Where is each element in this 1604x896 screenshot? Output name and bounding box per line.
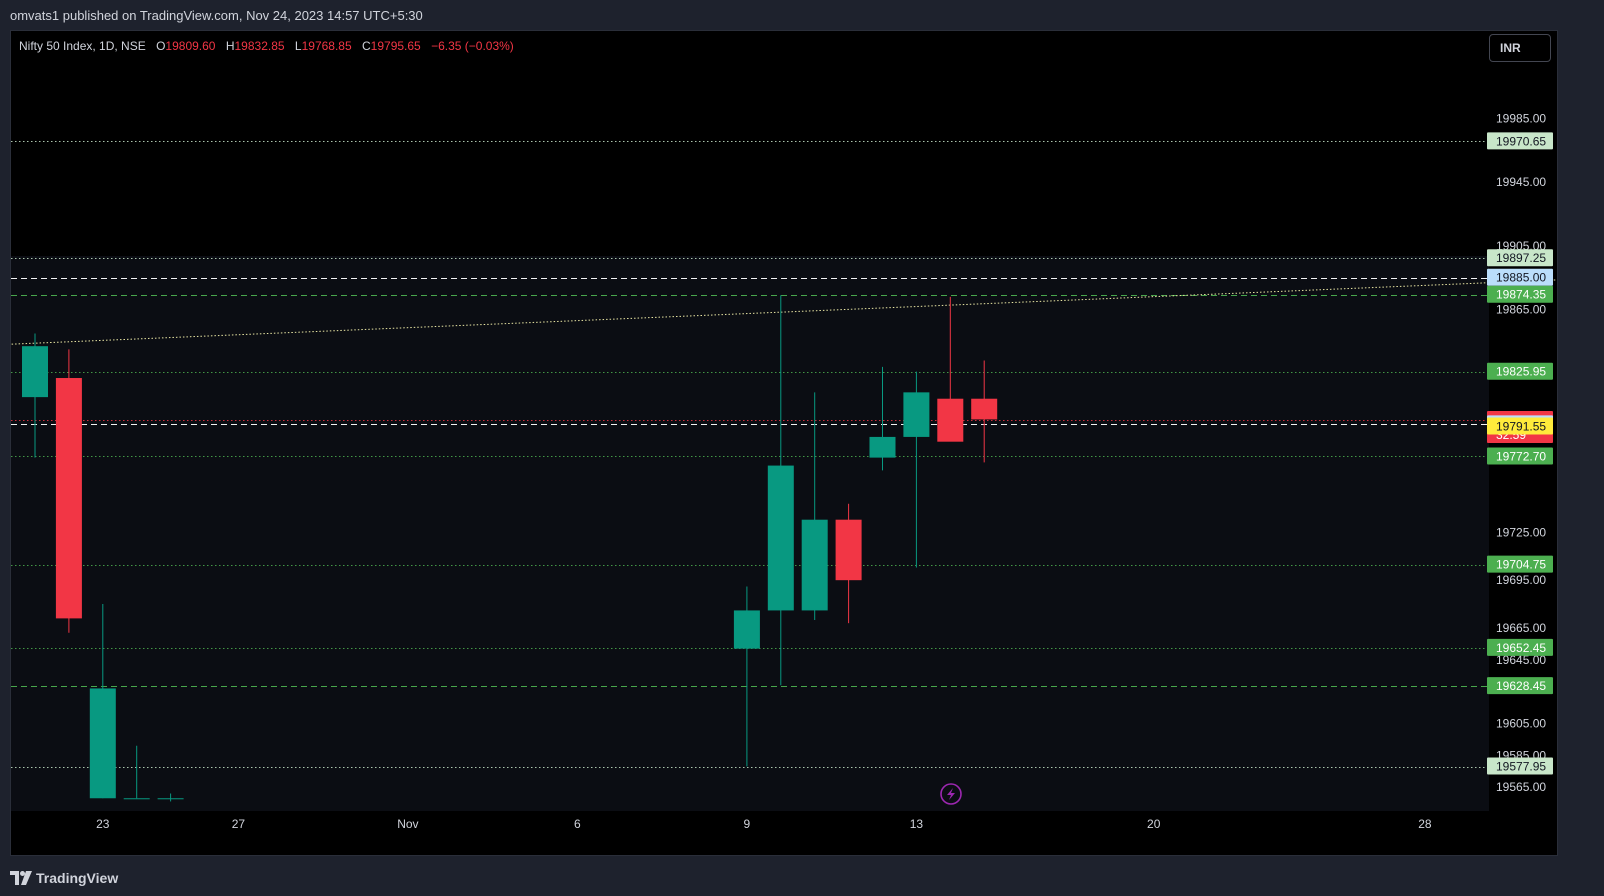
time-tick-label: 23: [96, 817, 110, 831]
open-key: O: [156, 39, 166, 53]
price-tick-label: 19945.00: [1496, 175, 1546, 189]
high-value: 19832.85: [234, 39, 285, 53]
price-label-badge: [1487, 249, 1553, 267]
price-label-text: 19791.55: [1496, 419, 1546, 433]
tradingview-logo-icon: [10, 871, 32, 885]
time-tick-label: 6: [574, 817, 581, 831]
price-label-badge: [1487, 268, 1553, 286]
price-label-text: 19970.65: [1496, 134, 1546, 148]
price-label-text: 19652.45: [1496, 641, 1546, 655]
price-tick-label: 19605.00: [1496, 716, 1546, 730]
candle-body: [903, 392, 930, 437]
ohlc-legend: Nifty 50 Index, 1D, NSE O19809.60 H19832…: [19, 39, 514, 53]
trendline: [11, 279, 1557, 345]
low-key: L: [294, 39, 302, 53]
candles: [22, 295, 998, 802]
price-label-text: 19772.70: [1496, 449, 1546, 463]
time-tick-label: 20: [1147, 817, 1161, 831]
price-axis[interactable]: 19985.0019945.0019905.0019865.0019725.00…: [1496, 112, 1546, 795]
time-tick-label: 28: [1418, 817, 1432, 831]
price-tick-label: 19645.00: [1496, 653, 1546, 667]
candle-body: [767, 465, 794, 611]
price-tick-label: 19725.00: [1496, 525, 1546, 539]
close-key: C: [362, 39, 371, 53]
currency-button[interactable]: INR: [1489, 34, 1551, 62]
price-label-text: 19577.95: [1496, 760, 1546, 774]
time-tick-label: 13: [910, 817, 924, 831]
price-tick-label: 19565.00: [1496, 780, 1546, 794]
candle-body: [55, 378, 82, 619]
flash-icon[interactable]: [940, 783, 962, 805]
price-label-badge: [1487, 677, 1553, 695]
time-tick-label: Nov: [397, 817, 418, 831]
price-label-text: 19628.45: [1496, 679, 1546, 693]
candle-body: [937, 398, 964, 442]
candle-body: [971, 398, 998, 420]
time-axis[interactable]: 2327Nov69132028Dec61118: [11, 811, 1558, 856]
candle-body: [89, 688, 116, 799]
tradingview-logo[interactable]: TradingView: [10, 868, 118, 888]
price-label-text: 19825.95: [1496, 365, 1546, 379]
price-tick-label: 19665.00: [1496, 621, 1546, 635]
time-axis-background: [11, 811, 1557, 855]
price-label-text: 19897.25: [1496, 251, 1546, 265]
publisher-header: omvats1 published on TradingView.com, No…: [10, 8, 423, 23]
candlestick-chart[interactable]: 19985.0019945.0019905.0019865.0019725.00…: [11, 31, 1558, 856]
price-label-badge: [1487, 638, 1553, 656]
chart-pane[interactable]: 19985.00 19945.00 19905.00 19865.00 19725.00…: [10, 30, 1558, 856]
candle-body: [801, 519, 828, 611]
price-label-badge: [1487, 362, 1553, 380]
tradingview-brand: TradingView: [36, 870, 119, 886]
price-label-badge: [1487, 132, 1553, 150]
price-label-badge: [1487, 447, 1553, 465]
low-value: 19768.85: [301, 39, 352, 53]
price-label-badge: [1487, 417, 1553, 435]
price-label-badge: [1487, 757, 1553, 775]
plot-band: [11, 256, 1489, 811]
change-value: −6.35 (−0.03%): [431, 39, 514, 53]
price-tick-label: 19695.00: [1496, 573, 1546, 587]
time-tick-label: 27: [232, 817, 246, 831]
price-label-text: 19885.00: [1496, 271, 1546, 285]
symbol-title[interactable]: Nifty 50 Index, 1D, NSE: [19, 39, 146, 53]
candle-body: [22, 346, 48, 398]
candle-body: [733, 610, 760, 649]
candle-body: [869, 436, 896, 458]
price-tick-label: 19985.00: [1496, 112, 1546, 126]
price-label-badge: [1487, 555, 1553, 573]
time-tick-label: 9: [744, 817, 751, 831]
price-labels: 19970.65 19897.25 19885.00 19874.35 19825.95…: [1487, 132, 1553, 775]
price-label-badge: [1487, 285, 1553, 303]
open-value: 19809.60: [165, 39, 216, 53]
candle-body: [835, 519, 862, 581]
high-key: H: [225, 39, 235, 53]
price-label-text: 19704.75: [1496, 558, 1546, 572]
price-label-text: 19874.35: [1496, 288, 1546, 302]
horizontal-levels: [11, 141, 1489, 768]
candle-body: [123, 798, 150, 800]
close-value: 19795.65: [370, 39, 421, 53]
price-tick-label: 19865.00: [1496, 303, 1546, 317]
trendline-layer: [11, 279, 1557, 345]
candle-body: [157, 798, 184, 800]
